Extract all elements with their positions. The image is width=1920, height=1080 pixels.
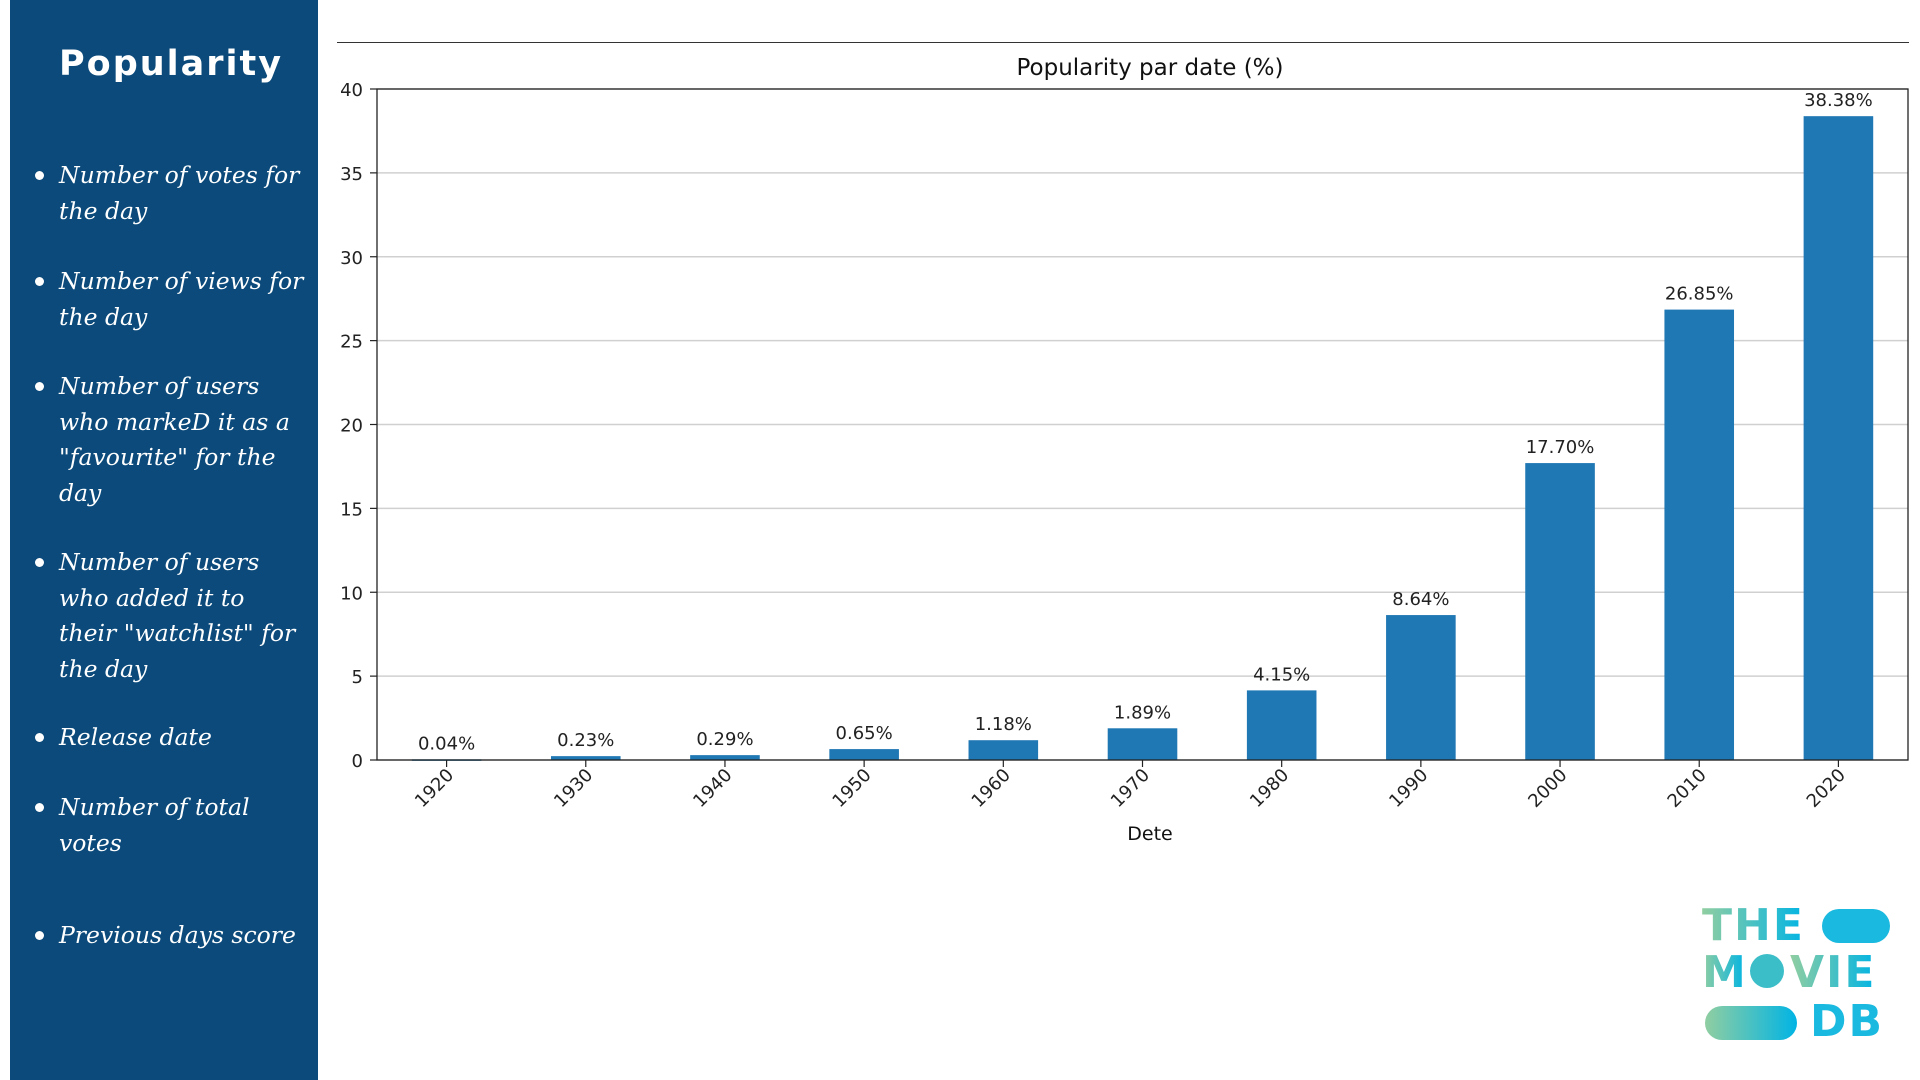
y-tick-label: 15 [340,499,363,520]
y-tick-label: 30 [340,248,363,269]
tmdb-logo: THE M VIE DB [1702,902,1890,1047]
bar-1990 [1386,615,1456,760]
bar-1940 [690,755,760,760]
feature-item-views: Number of views for the day [35,264,307,335]
x-tick-label: 1950 [828,765,875,812]
bar-1930 [550,756,621,760]
bar-2000 [1525,463,1595,760]
y-tick-label: 5 [352,667,363,688]
bar-value-label: 0.23% [557,730,614,751]
feature-item-total-votes: Number of total votes [35,790,307,861]
logo-text-m: M [1702,947,1746,998]
logo-pill-top [1822,909,1890,943]
bar-1970 [1107,728,1178,760]
bar-value-label: 38.38% [1804,90,1873,111]
bar-data-labels: 0.04% 0.23% 0.29% 0.65% 1.18% 1.89% 4.15% 8.64%… [418,90,1873,754]
bar-value-label: 17.70% [1526,437,1595,458]
x-tick-label: 1960 [968,765,1015,812]
feature-item-votes: Number of votes for the day [35,158,307,229]
bar-value-label: 0.65% [836,723,893,744]
y-tick-label: 35 [340,164,363,185]
feature-item-favourite: Number of users who markeD it as a "favo… [35,369,307,511]
y-axis-ticks: 0 5 10 15 20 25 30 35 40 [340,80,377,772]
feature-item-release-date: Release date [35,720,307,756]
x-tick-label: 2020 [1803,765,1850,812]
sidebar-title: Popularity [59,44,284,84]
y-tick-label: 40 [340,80,363,101]
logo-text-db: DB [1810,996,1884,1047]
chart-title: Popularity par date (%) [1016,55,1283,81]
logo-text-the: THE [1702,902,1805,951]
x-tick-label: 1990 [1385,765,1432,812]
x-tick-label: 1930 [550,765,597,812]
feature-item-watchlist: Number of users who added it to their "w… [35,545,307,687]
logo-circle [1750,954,1784,988]
bar-value-label: 1.89% [1114,702,1171,723]
y-tick-label: 10 [340,583,363,604]
bar-1960 [968,740,1039,760]
logo-text-vie: VIE [1790,947,1876,998]
x-tick-label: 1980 [1246,765,1293,812]
logo-pill-bottom [1705,1006,1797,1040]
bar-value-label: 0.04% [418,733,475,754]
x-axis-ticks: 1920 1930 1940 1950 1960 1970 1980 1990 2000 2010… [411,760,1850,812]
bar-value-label: 26.85% [1665,284,1734,305]
x-axis-label: Dete [1127,823,1172,845]
top-divider [337,42,1909,43]
plot-frame [376,88,1909,761]
x-tick-label: 1970 [1107,765,1154,812]
chart-bars [411,116,1874,761]
bar-value-label: 0.29% [696,729,753,750]
bar-2020 [1803,116,1874,761]
y-tick-label: 25 [340,332,363,353]
x-tick-label: 2000 [1524,765,1571,812]
bar-2010 [1664,309,1735,760]
y-tick-label: 20 [340,416,363,437]
x-tick-label: 2010 [1664,765,1711,812]
bar-value-label: 8.64% [1392,589,1449,610]
bar-value-label: 1.18% [975,714,1032,735]
bar-1980 [1246,690,1317,760]
bar-1950 [829,749,899,760]
x-tick-label: 1940 [689,765,736,812]
y-tick-label: 0 [352,751,363,772]
sidebar-panel: Popularity Number of votes for the day N… [10,0,318,1080]
x-tick-label: 1920 [411,765,458,812]
bar-value-label: 4.15% [1253,664,1310,685]
feature-item-previous-score: Previous days score [35,918,307,954]
